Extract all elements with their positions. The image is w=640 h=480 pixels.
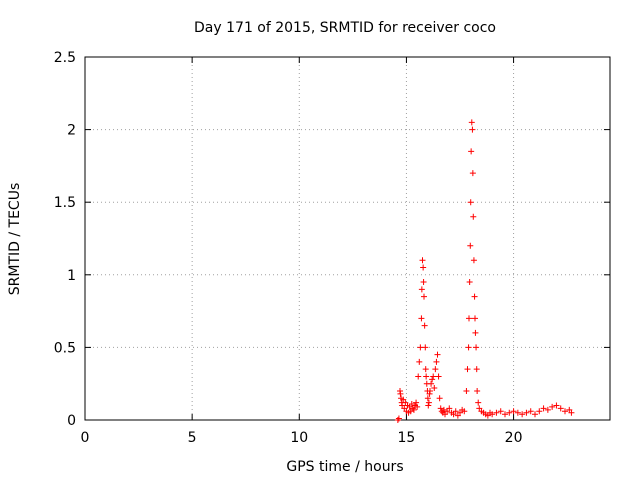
data-point bbox=[549, 403, 556, 410]
data-point bbox=[446, 405, 453, 412]
data-point bbox=[423, 373, 430, 380]
x-tick-label: 10 bbox=[290, 430, 308, 446]
data-point bbox=[562, 408, 568, 415]
data-point bbox=[468, 119, 475, 126]
data-point bbox=[489, 411, 496, 418]
data-point bbox=[475, 399, 482, 406]
data-point bbox=[461, 408, 468, 415]
data-point bbox=[519, 411, 526, 418]
data-point bbox=[473, 366, 480, 373]
data-point bbox=[416, 358, 423, 365]
data-point bbox=[424, 395, 431, 402]
data-point bbox=[532, 411, 538, 418]
data-point bbox=[425, 399, 432, 406]
data-point bbox=[474, 387, 481, 394]
y-tick-label: 2.5 bbox=[54, 50, 76, 66]
data-point bbox=[435, 373, 442, 380]
data-point bbox=[425, 402, 432, 409]
data-point bbox=[471, 293, 478, 300]
data-point bbox=[506, 409, 513, 416]
data-point bbox=[429, 376, 436, 383]
data-point bbox=[497, 408, 504, 415]
data-point bbox=[466, 279, 473, 286]
chart-title: Day 171 of 2015, SRMTID for receiver coc… bbox=[194, 20, 496, 36]
plot-frame bbox=[84, 56, 611, 421]
data-point bbox=[440, 406, 447, 413]
y-axis-label: SRMTID / TECUs bbox=[7, 183, 23, 296]
y-tick-label: 1 bbox=[67, 268, 76, 284]
data-point bbox=[428, 380, 435, 387]
data-point bbox=[557, 405, 564, 412]
data-point bbox=[419, 257, 426, 264]
data-point bbox=[418, 315, 425, 322]
data-point bbox=[431, 385, 438, 392]
data-point bbox=[527, 408, 534, 415]
data-point bbox=[470, 213, 477, 220]
data-point bbox=[415, 373, 422, 380]
data-point bbox=[463, 387, 470, 394]
data-point bbox=[467, 199, 474, 206]
data-point bbox=[433, 358, 440, 365]
data-point bbox=[469, 126, 476, 133]
data-point bbox=[420, 279, 427, 286]
data-point bbox=[422, 344, 429, 351]
data-point bbox=[470, 257, 477, 264]
y-tick-label: 2 bbox=[67, 123, 76, 139]
data-point bbox=[422, 366, 429, 373]
data-point bbox=[421, 322, 428, 329]
data-point bbox=[510, 408, 517, 415]
data-point bbox=[397, 390, 404, 397]
data-point bbox=[427, 387, 433, 394]
data-point bbox=[468, 148, 475, 155]
data-point bbox=[430, 373, 437, 380]
data-point bbox=[465, 344, 472, 351]
data-points bbox=[394, 119, 575, 423]
y-tick-label: 0 bbox=[67, 413, 76, 429]
y-tick-label: 0.5 bbox=[54, 340, 76, 356]
data-point bbox=[467, 242, 474, 249]
data-point bbox=[413, 399, 420, 406]
data-point bbox=[472, 315, 478, 322]
data-point bbox=[553, 402, 560, 409]
data-point bbox=[502, 411, 508, 418]
data-point bbox=[394, 417, 401, 423]
data-point bbox=[421, 293, 427, 300]
gridlines bbox=[85, 57, 610, 420]
data-point bbox=[469, 170, 476, 177]
data-point bbox=[523, 409, 530, 416]
data-point bbox=[464, 366, 471, 373]
x-tick-label: 5 bbox=[188, 430, 197, 446]
data-point bbox=[452, 408, 459, 415]
data-point bbox=[420, 264, 427, 271]
data-point bbox=[544, 406, 551, 413]
data-point bbox=[568, 409, 575, 416]
x-axis-label: GPS time / hours bbox=[286, 459, 403, 475]
y-tick-label: 1.5 bbox=[54, 195, 76, 211]
axis-ticks: 0 5 10 15 20 0 0.5 1 1.5 2 2.5 bbox=[54, 50, 610, 446]
data-point bbox=[473, 344, 480, 351]
data-point bbox=[395, 415, 402, 422]
x-tick-label: 20 bbox=[505, 430, 523, 446]
x-tick-label: 0 bbox=[81, 430, 90, 446]
data-point bbox=[408, 401, 415, 408]
data-point bbox=[410, 406, 417, 413]
data-point bbox=[466, 315, 472, 322]
data-point bbox=[436, 395, 443, 402]
data-point bbox=[414, 403, 421, 410]
data-point bbox=[536, 408, 543, 415]
data-point bbox=[472, 329, 479, 336]
data-point bbox=[540, 405, 547, 412]
data-point bbox=[434, 351, 441, 358]
data-point bbox=[432, 366, 439, 373]
data-point bbox=[418, 286, 425, 293]
data-point bbox=[493, 409, 500, 416]
x-tick-label: 15 bbox=[398, 430, 416, 446]
data-point bbox=[514, 409, 521, 416]
data-point bbox=[437, 405, 444, 412]
